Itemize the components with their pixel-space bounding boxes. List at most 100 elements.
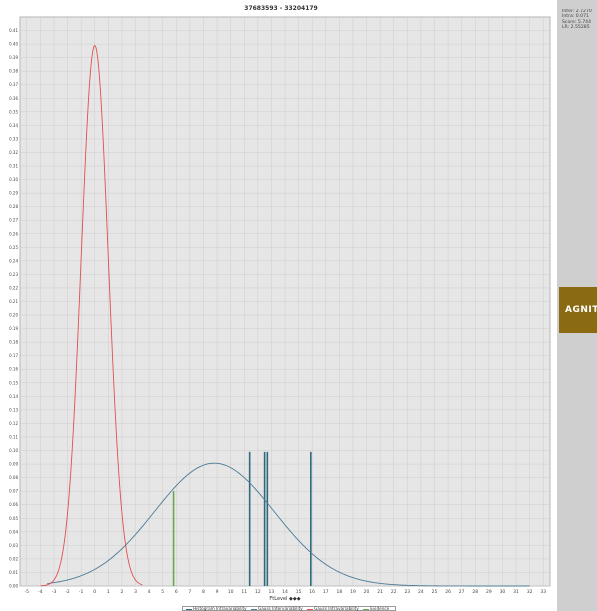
y-tick-label: 0.02	[9, 556, 18, 561]
x-tick-label: 31	[513, 589, 519, 595]
x-tick-label: 0	[93, 589, 96, 595]
series-curve-2	[40, 45, 143, 587]
x-tick-label: 22	[391, 589, 397, 595]
legend-swatch-histogram	[186, 608, 192, 610]
x-tick-label: 9	[216, 589, 219, 595]
y-tick-label: 0.06	[9, 502, 18, 507]
x-tick-label: -5	[25, 589, 30, 595]
brand-logo: AGNITIO	[559, 287, 597, 333]
x-tick-label: 33	[540, 589, 546, 595]
stat-score: Score: 5.744	[562, 19, 592, 25]
x-tick-label: 32	[527, 589, 533, 595]
y-tick-label: 0.27	[9, 218, 18, 223]
y-tick-label: 0.17	[9, 353, 18, 358]
y-tick-label: 0.36	[9, 96, 18, 101]
y-tick-label: 0.08	[9, 475, 18, 480]
y-tick-label: 0.29	[9, 191, 18, 196]
y-tick-label: 0.03	[9, 543, 18, 548]
y-tick-label: 0.13	[9, 407, 18, 412]
y-tick-label: 0.21	[9, 299, 18, 304]
y-tick-label: 0.37	[9, 82, 18, 87]
left-edge-strip	[0, 0, 5, 611]
chart-legend: Histogram Intravariability Gauss Interva…	[182, 606, 397, 611]
y-tick-label: 0.01	[9, 570, 18, 575]
x-tick-label: 21	[377, 589, 383, 595]
y-tick-label: 0.40	[9, 42, 18, 47]
x-axis-label: FtLevel ◆◆◆	[269, 596, 300, 602]
y-tick-label: 0.34	[9, 123, 18, 128]
y-tick-label: 0.05	[9, 516, 18, 521]
x-tick-label: 10	[228, 589, 234, 595]
x-tick-label: -1	[79, 589, 84, 595]
y-tick-label: 0.28	[9, 204, 18, 209]
axis-layer: -5 -4 -3 -2 -1 0 1 2 3 4 5 6 7 8 9 10 11 12 13 14 15 16 17 18 19…	[9, 28, 546, 595]
x-tick-label: 2	[120, 589, 123, 595]
x-tick-label: 4	[148, 589, 151, 595]
stat-inter: Inter: 2.7270	[562, 9, 592, 14]
y-tick-label: 0.04	[9, 529, 18, 534]
x-tick-label: 27	[459, 589, 465, 595]
x-tick-label: 28	[472, 589, 478, 595]
x-tick-label: 8	[202, 589, 205, 595]
y-tick-label: 0.20	[9, 313, 18, 318]
series-curve-1	[47, 462, 530, 587]
y-tick-label: 0.23	[9, 272, 18, 277]
x-tick-label: 11	[241, 589, 247, 595]
legend-swatch-evidence	[363, 608, 370, 610]
y-tick-label: 0.25	[9, 245, 18, 250]
y-tick-label: 0.18	[9, 340, 18, 345]
y-tick-label: 0.31	[9, 164, 18, 169]
x-tick-label: -2	[65, 589, 70, 595]
x-tick-label: 26	[445, 589, 451, 595]
legend-swatch-gauss-inter	[250, 608, 257, 610]
y-tick-label: 0.30	[9, 177, 18, 182]
x-tick-label: -3	[52, 589, 57, 595]
y-tick-label: 0.16	[9, 367, 18, 372]
y-tick-label: 0.24	[9, 258, 18, 263]
chart-canvas: -5 -4 -3 -2 -1 0 1 2 3 4 5 6 7 8 9 10 11 12 13 14 15 16 17 18 19…	[9, 16, 551, 602]
x-tick-label: 14	[282, 589, 288, 595]
x-tick-label: 19	[350, 589, 356, 595]
x-tick-label: 30	[500, 589, 506, 595]
stats-panel: Inter: 2.7270 Intra: 0.071 Score: 5.744 …	[562, 9, 597, 31]
x-tick-label: 13	[269, 589, 275, 595]
x-tick-label: 23	[404, 589, 410, 595]
y-tick-label: 0.26	[9, 231, 18, 236]
y-tick-label: 0.39	[9, 55, 18, 60]
x-tick-label: -4	[38, 589, 43, 595]
x-tick-label: 18	[336, 589, 342, 595]
legend-item-histogram: Histogram Intravariability	[186, 606, 247, 611]
y-tick-label: 0.22	[9, 285, 18, 290]
stat-lr: LR: 2.55285	[562, 25, 590, 31]
x-tick-label: 20	[364, 589, 370, 595]
y-tick-label: 0.15	[9, 380, 18, 385]
chart-title: 37683593 - 33204179	[244, 5, 318, 12]
y-tick-label: 0.09	[9, 462, 18, 467]
x-tick-label: 7	[188, 589, 191, 595]
series-layer	[40, 45, 530, 587]
legend-item-evidence: Evidence	[363, 606, 389, 611]
y-tick-label: 0.41	[9, 28, 18, 33]
x-tick-label: 15	[296, 589, 302, 595]
y-tick-label: 0.35	[9, 109, 18, 114]
legend-item-gauss-intra: Gauss Intravariability	[307, 606, 359, 611]
x-tick-label: 6	[175, 589, 178, 595]
legend-swatch-gauss-intra	[307, 608, 314, 610]
x-tick-label: 3	[134, 589, 137, 595]
x-tick-label: 1	[107, 589, 110, 595]
y-tick-label: 0.07	[9, 489, 18, 494]
stat-intra: Intra: 0.071	[562, 14, 589, 20]
y-tick-label: 0.38	[9, 69, 18, 74]
x-tick-label: 16	[309, 589, 315, 595]
y-tick-label: 0.32	[9, 150, 18, 155]
y-tick-label: 0.33	[9, 136, 18, 141]
y-tick-label: 0.00	[9, 584, 18, 589]
x-tick-label: 24	[418, 589, 424, 595]
x-tick-label: 12	[255, 589, 261, 595]
x-tick-label: 29	[486, 589, 492, 595]
y-tick-label: 0.19	[9, 326, 18, 331]
y-tick-label: 0.10	[9, 448, 18, 453]
x-tick-label: 25	[432, 589, 438, 595]
x-tick-label: 17	[323, 589, 329, 595]
legend-item-gauss-inter: Gauss Intervariability	[250, 606, 303, 611]
